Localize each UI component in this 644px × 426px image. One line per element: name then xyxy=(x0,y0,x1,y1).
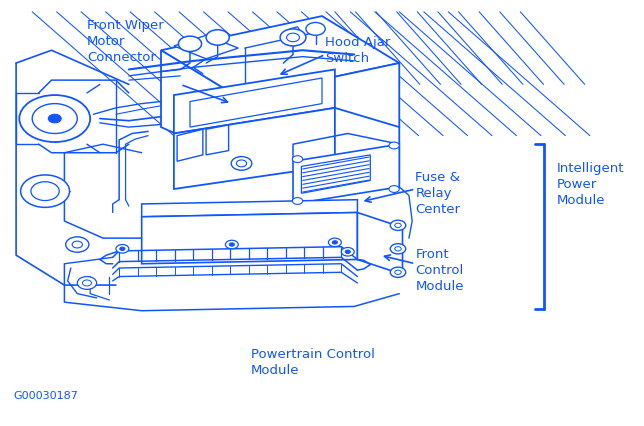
Polygon shape xyxy=(301,155,370,194)
Circle shape xyxy=(82,280,91,286)
Circle shape xyxy=(306,23,325,36)
Circle shape xyxy=(395,224,401,228)
Text: Hood Ajar
Switch: Hood Ajar Switch xyxy=(325,36,391,65)
Circle shape xyxy=(390,268,406,278)
Circle shape xyxy=(19,96,90,143)
Circle shape xyxy=(345,250,350,254)
Circle shape xyxy=(389,186,399,193)
Polygon shape xyxy=(357,213,402,275)
Circle shape xyxy=(66,237,89,253)
Circle shape xyxy=(390,221,406,231)
Polygon shape xyxy=(335,109,399,184)
Circle shape xyxy=(280,30,306,47)
Text: G00030187: G00030187 xyxy=(13,391,78,400)
Circle shape xyxy=(332,241,337,245)
Circle shape xyxy=(287,34,299,43)
Text: Fuse &
Relay
Center: Fuse & Relay Center xyxy=(415,170,460,215)
Circle shape xyxy=(72,242,82,248)
Circle shape xyxy=(32,104,77,134)
Text: Front Wiper
Motor
Connector: Front Wiper Motor Connector xyxy=(87,19,164,64)
Circle shape xyxy=(206,31,229,46)
Circle shape xyxy=(341,248,354,256)
Circle shape xyxy=(292,198,303,205)
Polygon shape xyxy=(161,17,399,98)
Circle shape xyxy=(390,244,406,254)
Polygon shape xyxy=(174,36,238,60)
Circle shape xyxy=(48,115,61,124)
Circle shape xyxy=(229,243,234,247)
Circle shape xyxy=(116,245,129,253)
Circle shape xyxy=(389,143,399,150)
Circle shape xyxy=(395,247,401,251)
Polygon shape xyxy=(206,126,229,155)
Polygon shape xyxy=(177,130,203,162)
Polygon shape xyxy=(174,70,335,134)
Polygon shape xyxy=(238,64,399,162)
Circle shape xyxy=(178,37,202,52)
Polygon shape xyxy=(142,200,357,217)
Circle shape xyxy=(120,248,125,251)
Circle shape xyxy=(21,176,70,208)
Polygon shape xyxy=(161,51,238,162)
Polygon shape xyxy=(174,109,335,190)
Circle shape xyxy=(395,271,401,275)
Circle shape xyxy=(231,157,252,171)
Circle shape xyxy=(77,277,97,290)
Polygon shape xyxy=(293,145,399,204)
Polygon shape xyxy=(190,79,322,128)
Circle shape xyxy=(31,182,59,201)
Text: Powertrain Control
Module: Powertrain Control Module xyxy=(251,347,375,376)
Circle shape xyxy=(236,161,247,167)
Text: Front
Control
Module: Front Control Module xyxy=(415,247,464,292)
Circle shape xyxy=(328,239,341,247)
Circle shape xyxy=(225,241,238,249)
Circle shape xyxy=(292,156,303,163)
Polygon shape xyxy=(142,213,357,264)
Text: Intelligent
Power
Module: Intelligent Power Module xyxy=(557,162,625,207)
